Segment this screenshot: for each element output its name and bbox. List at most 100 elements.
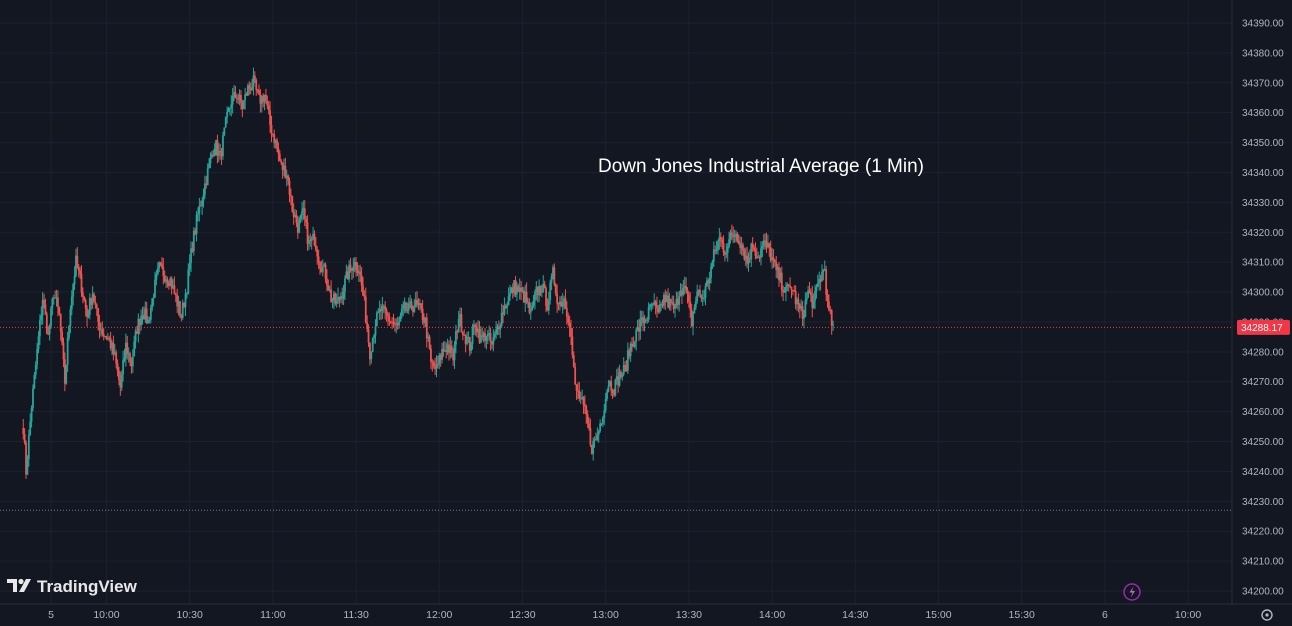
- candle-body: [353, 262, 356, 267]
- candle-body: [98, 321, 101, 330]
- candle-body: [615, 376, 618, 380]
- candle-body: [644, 319, 647, 321]
- candle-body: [495, 328, 498, 334]
- candle-body: [578, 390, 581, 399]
- candle-body: [658, 304, 661, 313]
- candle-body: [489, 333, 492, 343]
- candle-body: [23, 434, 26, 443]
- candle-body: [136, 331, 138, 334]
- candle-body: [527, 302, 529, 304]
- candle-body: [446, 344, 449, 353]
- candle-body: [711, 261, 714, 267]
- candle-body: [721, 239, 724, 244]
- candle-body: [529, 310, 532, 313]
- candle-body: [44, 304, 47, 315]
- candle-body: [499, 325, 502, 330]
- candle-body: [366, 322, 369, 330]
- candle-body: [467, 336, 470, 338]
- candle-body: [37, 336, 40, 350]
- candle-body: [219, 150, 222, 152]
- candle-body: [308, 240, 310, 244]
- candle-body: [32, 388, 34, 409]
- candle-body: [400, 308, 403, 316]
- candle-body: [710, 266, 712, 278]
- candle-body: [234, 92, 237, 98]
- candle-body: [809, 292, 812, 296]
- candle-body: [253, 75, 256, 80]
- candle-body: [346, 271, 349, 280]
- candle-body: [106, 337, 109, 340]
- candle-body: [740, 244, 743, 248]
- candle-body: [714, 249, 717, 251]
- candle-body: [131, 356, 134, 367]
- candle-body: [801, 306, 804, 319]
- candle-body: [683, 285, 686, 288]
- candle-body: [793, 290, 796, 292]
- candle-body: [238, 94, 241, 100]
- candle-body: [334, 293, 337, 304]
- lightning-icon[interactable]: [1123, 583, 1141, 601]
- candle-body: [534, 291, 536, 301]
- candle-body: [151, 298, 154, 308]
- candle-body: [674, 305, 676, 309]
- candle-body: [108, 337, 111, 339]
- candle-body: [556, 293, 559, 304]
- candle-body: [183, 302, 186, 307]
- candle-body: [696, 291, 699, 302]
- candle-body: [58, 307, 61, 314]
- candle-body: [73, 275, 76, 285]
- candle-body: [414, 299, 417, 307]
- candle-body: [195, 214, 198, 234]
- candle-body: [493, 333, 496, 338]
- candle-body: [237, 98, 240, 100]
- candle-body: [679, 290, 682, 297]
- y-tick-label: 34260.00: [1242, 407, 1284, 418]
- candle-body: [571, 336, 574, 356]
- candle-body: [208, 163, 210, 169]
- time-axis[interactable]: 5 10:00 10:30 11:00 11:30 12:00 12:30 13:00 13:3…: [48, 609, 1201, 621]
- candle-body: [814, 290, 816, 301]
- candle-body: [36, 349, 39, 365]
- y-tick-label: 34210.00: [1242, 557, 1284, 568]
- price-axis[interactable]: 34390.00 34380.00 34370.00 34360.00 34350.00…: [1242, 19, 1284, 598]
- candle-body: [152, 297, 155, 299]
- candle-body: [226, 111, 229, 118]
- candle-body: [39, 320, 41, 337]
- candle-body: [274, 140, 277, 144]
- candle-body: [649, 304, 651, 308]
- candle-body: [63, 359, 66, 384]
- candle-body: [79, 270, 82, 275]
- candle-body: [506, 305, 509, 308]
- candle-body: [66, 337, 69, 365]
- candle-body: [427, 336, 430, 339]
- candle-body: [341, 296, 344, 299]
- candle-body: [439, 355, 442, 360]
- y-tick-label: 34270.00: [1242, 377, 1284, 388]
- tradingview-logo-text: TradingView: [37, 577, 138, 596]
- candle-body: [418, 303, 421, 305]
- candle-body: [739, 243, 742, 248]
- candle-body: [370, 351, 373, 360]
- settings-gear-icon[interactable]: [1261, 609, 1273, 621]
- candle-body: [240, 94, 242, 103]
- candle-body: [560, 301, 563, 307]
- candle-body: [201, 200, 204, 206]
- price-tag: 34288.17: [1237, 319, 1290, 335]
- y-tick-label: 34360.00: [1242, 108, 1284, 119]
- tradingview-logo[interactable]: TradingView: [7, 577, 138, 596]
- candle-body: [521, 290, 524, 292]
- candle-body: [491, 342, 493, 345]
- candle-body: [409, 301, 412, 304]
- candle-body: [653, 301, 656, 305]
- candle-body: [352, 266, 355, 271]
- candle-body: [549, 282, 552, 301]
- candle-body: [807, 290, 810, 298]
- candle-body: [811, 295, 814, 308]
- candle-body: [190, 248, 192, 264]
- candle-body: [217, 150, 220, 156]
- candles[interactable]: [22, 67, 834, 479]
- candle-body: [514, 280, 517, 295]
- candle-body: [205, 183, 208, 186]
- candle-body: [70, 296, 73, 310]
